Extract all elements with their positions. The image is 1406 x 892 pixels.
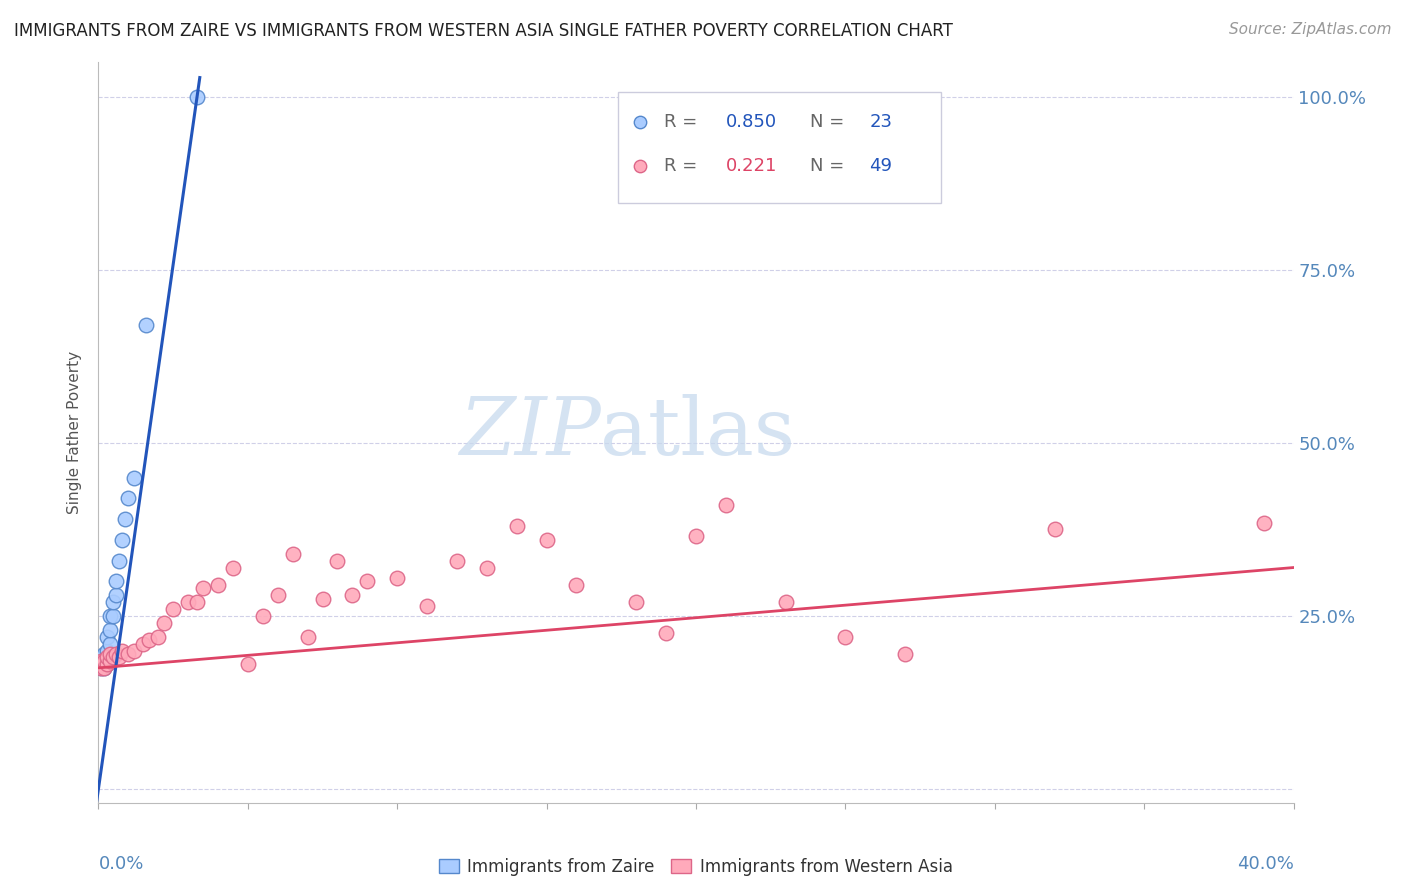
- Point: [117, 491, 139, 506]
- Point: [96, 657, 118, 672]
- Point: [148, 630, 170, 644]
- Point: [124, 643, 146, 657]
- Point: [98, 647, 122, 661]
- Point: [108, 650, 131, 665]
- Point: [90, 654, 112, 668]
- Point: [93, 654, 115, 668]
- Point: [186, 595, 208, 609]
- Point: [132, 637, 155, 651]
- Point: [267, 588, 290, 602]
- Point: [96, 657, 118, 672]
- Point: [281, 547, 304, 561]
- Text: 49: 49: [869, 157, 893, 175]
- Text: Source: ZipAtlas.com: Source: ZipAtlas.com: [1229, 22, 1392, 37]
- Point: [98, 623, 122, 637]
- Point: [222, 560, 245, 574]
- Point: [626, 595, 648, 609]
- Point: [96, 650, 118, 665]
- Point: [685, 529, 707, 543]
- Point: [326, 554, 349, 568]
- Text: 40.0%: 40.0%: [1237, 855, 1294, 872]
- Point: [90, 654, 112, 668]
- Point: [98, 609, 122, 624]
- Point: [894, 647, 917, 661]
- Point: [506, 519, 529, 533]
- Point: [108, 554, 131, 568]
- Text: 0.221: 0.221: [725, 157, 778, 175]
- Point: [117, 647, 139, 661]
- Point: [655, 626, 678, 640]
- Point: [105, 588, 128, 602]
- Point: [111, 643, 134, 657]
- Point: [252, 609, 274, 624]
- Text: 23: 23: [869, 112, 893, 130]
- Text: 0.850: 0.850: [725, 112, 778, 130]
- Text: R =: R =: [664, 157, 703, 175]
- Point: [93, 654, 115, 668]
- Point: [96, 630, 118, 644]
- Point: [98, 654, 122, 668]
- Legend: Immigrants from Zaire, Immigrants from Western Asia: Immigrants from Zaire, Immigrants from W…: [439, 858, 953, 876]
- Point: [93, 661, 115, 675]
- Point: [93, 661, 115, 675]
- Point: [207, 578, 229, 592]
- Point: [311, 591, 333, 606]
- Point: [342, 588, 364, 602]
- Text: R =: R =: [664, 112, 703, 130]
- Point: [96, 643, 118, 657]
- Point: [105, 647, 128, 661]
- Point: [153, 615, 176, 630]
- Point: [356, 574, 378, 589]
- Point: [93, 647, 115, 661]
- Text: ZIP: ZIP: [458, 394, 600, 471]
- Point: [135, 318, 157, 333]
- FancyBboxPatch shape: [619, 92, 941, 203]
- Point: [297, 630, 319, 644]
- Point: [714, 498, 737, 512]
- Text: N =: N =: [810, 112, 849, 130]
- Point: [385, 571, 409, 585]
- Point: [111, 533, 134, 547]
- Text: 0.0%: 0.0%: [98, 855, 143, 872]
- Point: [186, 90, 208, 104]
- Point: [98, 637, 122, 651]
- Point: [416, 599, 439, 613]
- Point: [177, 595, 200, 609]
- Point: [105, 574, 128, 589]
- Y-axis label: Single Father Poverty: Single Father Poverty: [67, 351, 83, 514]
- Point: [236, 657, 259, 672]
- Point: [1253, 516, 1275, 530]
- Text: N =: N =: [810, 157, 849, 175]
- Point: [103, 595, 125, 609]
- Point: [536, 533, 558, 547]
- Point: [565, 578, 588, 592]
- Point: [191, 582, 214, 596]
- Point: [124, 470, 146, 484]
- Point: [138, 633, 160, 648]
- Point: [775, 595, 797, 609]
- Point: [103, 650, 125, 665]
- Text: IMMIGRANTS FROM ZAIRE VS IMMIGRANTS FROM WESTERN ASIA SINGLE FATHER POVERTY CORR: IMMIGRANTS FROM ZAIRE VS IMMIGRANTS FROM…: [14, 22, 953, 40]
- Text: atlas: atlas: [600, 393, 796, 472]
- Point: [475, 560, 498, 574]
- Point: [1043, 523, 1066, 537]
- Point: [103, 609, 125, 624]
- Point: [96, 650, 118, 665]
- Point: [90, 661, 112, 675]
- Point: [114, 512, 136, 526]
- Point: [446, 554, 468, 568]
- Point: [90, 661, 112, 675]
- Point: [834, 630, 856, 644]
- Point: [162, 602, 184, 616]
